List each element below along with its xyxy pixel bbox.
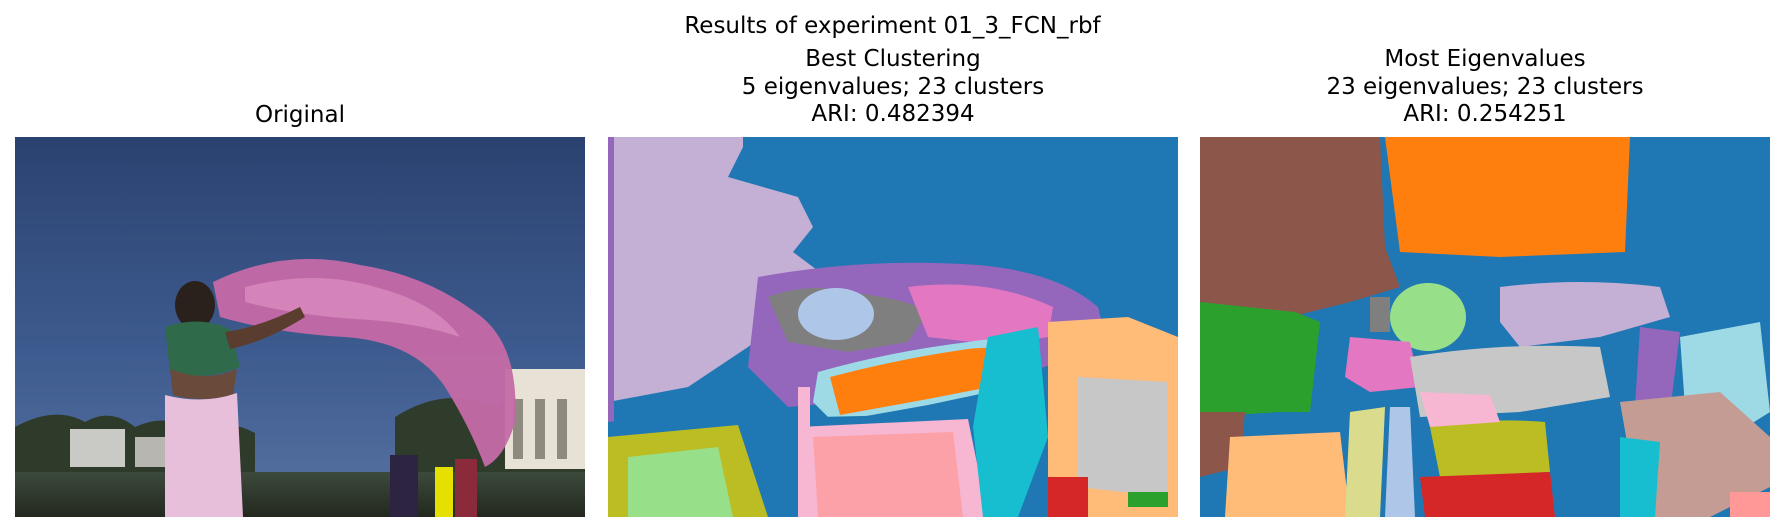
water — [15, 472, 585, 517]
segment-gray — [1370, 297, 1390, 332]
segment-cyan — [1620, 437, 1660, 517]
segment-green — [1128, 492, 1168, 507]
best-clustering-title: Best Clustering 5 eigenvalues; 23 cluste… — [608, 46, 1178, 129]
segment-orange — [830, 347, 1013, 415]
segment-olive — [1430, 420, 1550, 477]
segment-orange — [1385, 137, 1630, 257]
segment-green — [1200, 302, 1320, 417]
original-photo-drawing — [15, 137, 585, 517]
most-eigenvalues-title-line-3: ARI: 0.254251 — [1403, 101, 1567, 127]
original-image — [15, 137, 585, 517]
most-eigenvalues-title: Most Eigenvalues 23 eigenvalues; 23 clus… — [1200, 46, 1770, 129]
person-dark — [390, 455, 418, 517]
segment-light-blue — [1385, 407, 1415, 517]
best-clustering-image — [608, 137, 1178, 517]
woman-head — [175, 281, 215, 329]
figure-suptitle: Results of experiment 01_3_FCN_rbf — [684, 13, 1101, 39]
building-left — [70, 429, 125, 467]
segment-red — [1420, 472, 1555, 517]
segment-red — [1048, 477, 1088, 517]
woman-skirt — [165, 393, 243, 517]
segment-light-green — [628, 447, 733, 517]
best-clustering-title-line-1: Best Clustering — [805, 46, 981, 72]
person-red — [455, 459, 477, 517]
most-eigenvalues-image — [1200, 137, 1770, 517]
segment-purple — [1635, 327, 1680, 412]
original-title-line-1: Original — [254, 102, 345, 128]
best-clustering-segmentation — [608, 137, 1178, 517]
segment-cyan — [973, 327, 1048, 517]
segment-light-brown — [1620, 392, 1770, 517]
segment-brown — [1200, 137, 1400, 317]
segment-light-orange — [1225, 432, 1350, 517]
segment-light-green — [1390, 283, 1466, 351]
segment-light-gray — [1078, 377, 1168, 497]
original-title: Original — [15, 102, 585, 130]
person-yellow — [435, 467, 453, 517]
woman-blouse — [165, 321, 240, 376]
segment-light-pink — [1420, 392, 1500, 427]
segment-light-olive — [1345, 407, 1385, 517]
most-eigenvalues-segmentation — [1200, 137, 1770, 517]
segment-pink — [908, 284, 1053, 345]
segment-light-red — [1730, 492, 1770, 517]
woman-waist — [170, 369, 237, 399]
segment-pink — [1345, 337, 1420, 392]
most-eigenvalues-title-line-1: Most Eigenvalues — [1384, 46, 1586, 72]
best-clustering-title-line-2: 5 eigenvalues; 23 clusters — [741, 73, 1045, 100]
woman-arm — [225, 307, 305, 349]
segment-lilac — [1500, 282, 1670, 347]
best-clustering-title-line-3: ARI: 0.482394 — [811, 101, 975, 127]
segment-sky-lilac — [608, 137, 833, 402]
most-eigenvalues-title-line-2: 23 eigenvalues; 23 clusters — [1326, 73, 1644, 100]
segment-light-blue — [798, 288, 874, 340]
